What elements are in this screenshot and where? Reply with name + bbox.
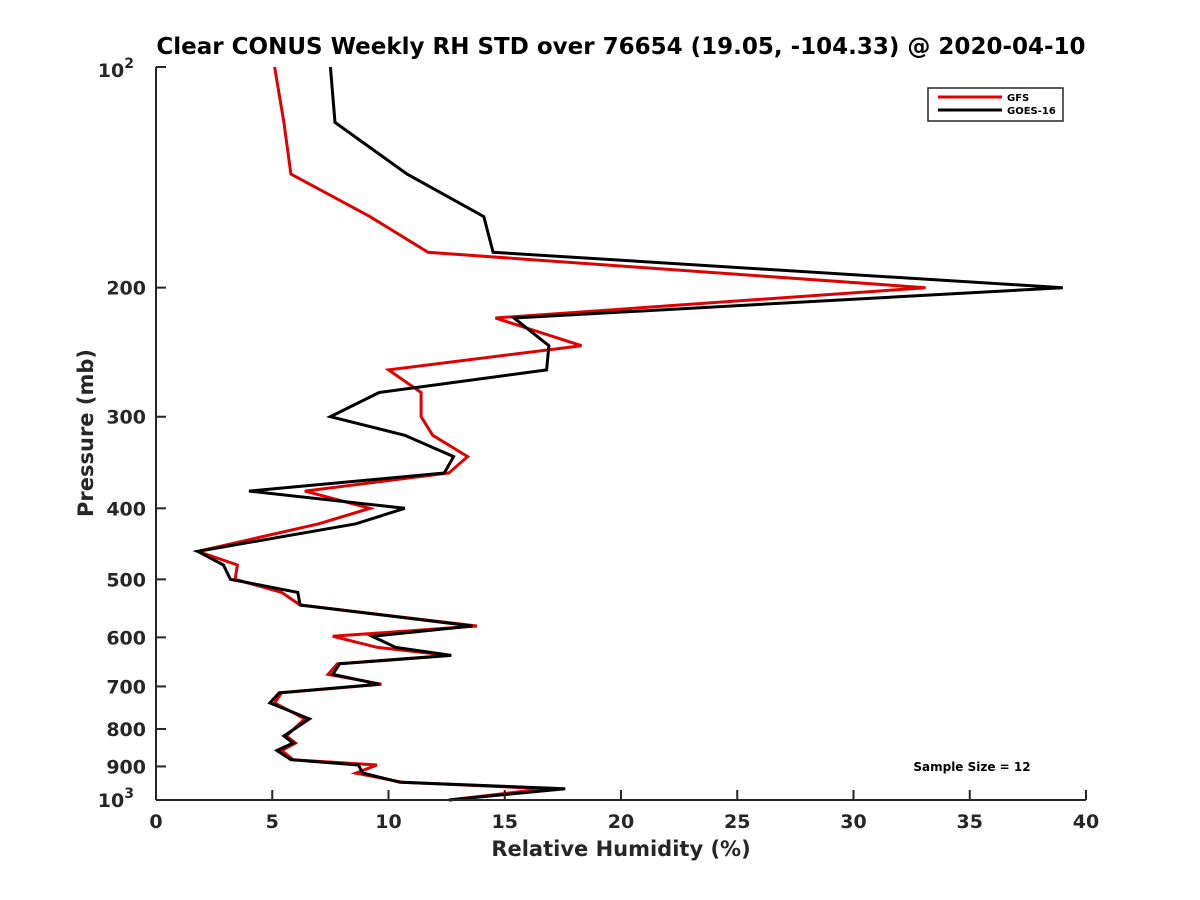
x-tick-label: 30: [840, 811, 866, 833]
legend-box: [927, 87, 1064, 122]
y-tick-label: 700: [106, 676, 146, 698]
y-tick-label: 600: [106, 627, 146, 649]
chart-title: Clear CONUS Weekly RH STD over 76654 (19…: [156, 34, 1085, 60]
series-layer: [192, 66, 1063, 802]
y-tick-label: 500: [106, 569, 146, 591]
x-tick-label: 10: [375, 811, 401, 833]
x-tick-label: 5: [266, 811, 279, 833]
y-axis-label: Pressure (mb): [74, 349, 98, 517]
y-tick-label: 200: [106, 278, 146, 300]
x-tick-label: 20: [608, 811, 634, 833]
series-line-goes16: [193, 66, 1063, 802]
x-tick-label: 25: [724, 811, 750, 833]
y-tick-label: 900: [106, 756, 146, 778]
y-tick-label: 300: [106, 407, 146, 429]
x-tick-label: 40: [1073, 811, 1099, 833]
x-tick-label: 0: [149, 811, 162, 833]
y-tick-label: 800: [106, 719, 146, 741]
legend-label-goes16: GOES-16: [1007, 106, 1056, 117]
x-ticks: 0 5 10 15 20 25 30 35 40: [149, 790, 1099, 833]
y-tick-label: 400: [106, 498, 146, 520]
x-tick-label: 35: [957, 811, 983, 833]
sample-size-annotation: Sample Size = 12: [913, 760, 1030, 774]
legend: GFS GOES-16: [927, 87, 1064, 122]
x-axis-label: Relative Humidity (%): [491, 837, 750, 861]
x-tick-label: 15: [492, 811, 518, 833]
legend-label-gfs: GFS: [1007, 93, 1029, 104]
